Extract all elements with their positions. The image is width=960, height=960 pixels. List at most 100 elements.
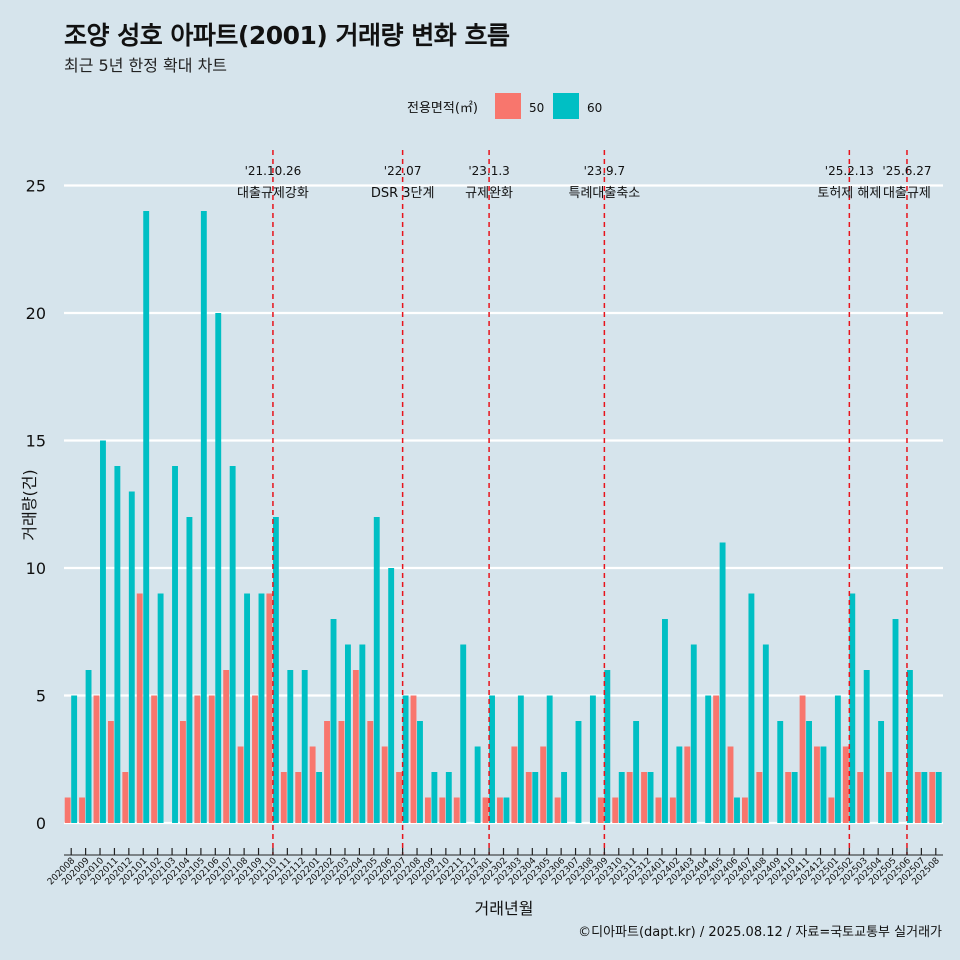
y-tick-label: 15 <box>26 432 46 451</box>
bar-50 <box>424 797 431 823</box>
bar-50 <box>237 746 244 823</box>
bar-50 <box>886 772 892 823</box>
bar-60 <box>200 211 207 823</box>
bar-50 <box>396 772 403 823</box>
bar-50 <box>914 772 921 823</box>
bar-60 <box>128 491 135 823</box>
legend-label-50: 50 <box>529 101 544 115</box>
bar-50 <box>252 695 258 823</box>
bar-50 <box>324 721 330 823</box>
bar-50 <box>741 797 748 823</box>
bar-50 <box>136 593 143 823</box>
bar-50 <box>799 695 806 823</box>
y-tick-label: 20 <box>26 304 46 323</box>
bar-50 <box>266 593 273 823</box>
bar-60 <box>330 619 337 823</box>
bar-60 <box>820 746 827 823</box>
bar-60 <box>676 746 683 823</box>
legend-swatch-60 <box>553 93 579 119</box>
bar-60 <box>532 772 539 823</box>
bar-50 <box>93 695 100 823</box>
bar-60 <box>834 695 841 823</box>
y-tick-label: 25 <box>26 177 46 196</box>
bar-50 <box>727 746 734 823</box>
legend-swatch-50 <box>495 93 521 119</box>
bar-60 <box>172 466 178 823</box>
bar-50 <box>280 772 287 823</box>
bar-50 <box>612 797 619 823</box>
bar-60 <box>272 517 279 823</box>
y-tick-label: 0 <box>36 814 46 833</box>
bar-50 <box>179 721 186 823</box>
bar-50 <box>525 772 532 823</box>
bar-60 <box>690 644 697 823</box>
bar-60 <box>647 772 654 823</box>
bar-50 <box>597 797 604 823</box>
bar-50 <box>511 746 518 823</box>
bar-50 <box>842 746 849 823</box>
bar-60 <box>373 517 380 823</box>
legend-title: 전용면적(㎡) <box>407 101 478 116</box>
bar-50 <box>669 797 676 823</box>
bar-60 <box>157 593 164 823</box>
legend: 전용면적(㎡) 50 60 <box>407 93 602 119</box>
bar-60 <box>143 211 150 823</box>
bar-50 <box>453 797 460 823</box>
bar-60 <box>186 517 193 823</box>
bar-60 <box>662 619 668 823</box>
event-date: '21.10.26 <box>245 164 302 178</box>
bar-60 <box>561 772 568 823</box>
bar-50 <box>352 670 359 823</box>
bar-50 <box>208 695 215 823</box>
event-label: 특례대출축소 <box>568 186 640 201</box>
bar-50 <box>655 797 662 823</box>
bar-60 <box>460 644 467 823</box>
bar-60 <box>489 695 495 823</box>
bar-50 <box>79 797 86 823</box>
bar-60 <box>316 772 323 823</box>
bar-50 <box>338 721 345 823</box>
bar-60 <box>575 721 582 823</box>
bar-50 <box>367 721 374 823</box>
bar-60 <box>445 772 452 823</box>
bar-60 <box>618 772 625 823</box>
bar-60 <box>734 797 740 823</box>
bar-60 <box>546 695 553 823</box>
event-date: '25.2.13 <box>825 164 874 178</box>
bar-50 <box>929 772 936 823</box>
x-axis-label: 거래년월 <box>475 899 534 918</box>
bar-50 <box>641 772 647 823</box>
bar-50 <box>713 695 720 823</box>
bar-50 <box>381 746 388 823</box>
bar-50 <box>295 772 302 823</box>
bar-60 <box>417 721 423 823</box>
bar-50 <box>410 695 417 823</box>
bar-50 <box>439 797 446 823</box>
bar-60 <box>215 313 222 823</box>
bar-60 <box>921 772 928 823</box>
bar-50 <box>107 721 114 823</box>
bar-60 <box>301 670 308 823</box>
bar-50 <box>223 670 230 823</box>
event-date: '23.1.3 <box>468 164 509 178</box>
bar-60 <box>604 670 611 823</box>
bar-60 <box>849 593 856 823</box>
bar-60 <box>892 619 899 823</box>
chart-title: 조양 성호 아파트(2001) 거래량 변화 흐름 <box>64 21 510 50</box>
bar-60 <box>229 466 236 823</box>
bar-60 <box>503 797 510 823</box>
bar-60 <box>344 644 351 823</box>
event-label: DSR 3단계 <box>371 186 435 201</box>
bar-60 <box>100 440 106 823</box>
event-date: '25.6.27 <box>882 164 931 178</box>
event-label: 대출규제강화 <box>237 186 309 201</box>
bar-50 <box>814 746 820 823</box>
bar-60 <box>114 466 121 823</box>
bar-60 <box>719 542 726 823</box>
bar-50 <box>151 695 158 823</box>
bar-60 <box>762 644 769 823</box>
y-axis: 0 5 10 15 20 25 <box>26 177 46 834</box>
legend-label-60: 60 <box>587 101 602 115</box>
source-caption: ©디아파트(dapt.kr) / 2025.08.12 / 자료=국토교통부 실… <box>578 925 942 940</box>
bar-60 <box>287 670 294 823</box>
